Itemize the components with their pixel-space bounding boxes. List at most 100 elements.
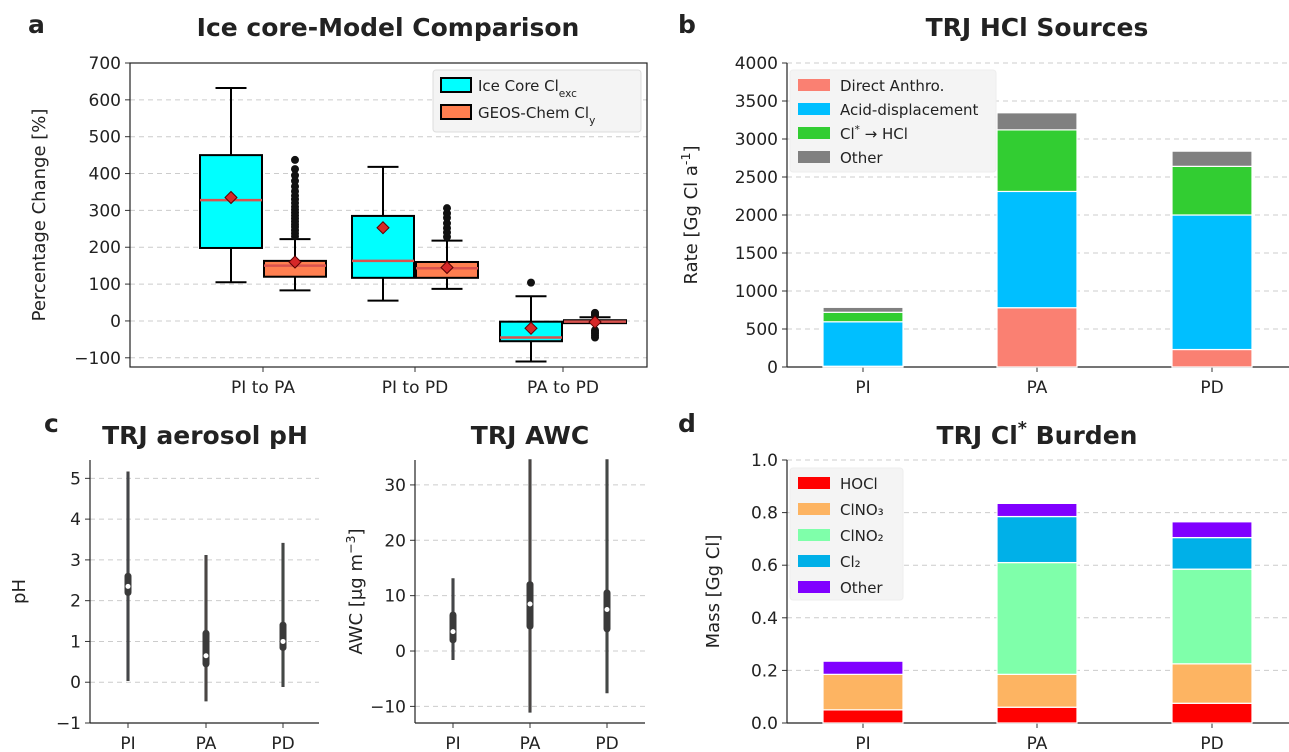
legend-label: Direct Anthro. [840, 77, 944, 95]
panel-b-ytick-label: 0 [767, 358, 778, 378]
panel-a-box-chart: −100 0 100 200 300 400 500 600 700 PI to PA PI to … [29, 13, 648, 398]
outlier-point [291, 182, 299, 191]
legend-label: Cl₂ [840, 553, 861, 571]
panel-d-ytick-label: 1.0 [751, 451, 778, 471]
bar-segment [996, 307, 1078, 368]
mean-marker [288, 255, 302, 269]
panel-c-ph-ytick-label: 2 [70, 592, 81, 612]
panel-d-xtick-label: PI [855, 734, 870, 752]
panel-d-xtick-label: PA [1027, 734, 1048, 752]
panel-c-ph-ytick-label: 5 [70, 469, 81, 489]
panel-c-ph-ytick-label: 0 [70, 673, 81, 693]
panel-b-ytick-label: 3500 [735, 92, 778, 112]
outlier-point [291, 155, 299, 164]
panel-b-title: TRJ HCl Sources [926, 13, 1149, 42]
violin-body [605, 459, 609, 694]
outlier-point [291, 165, 299, 174]
panel-a-frame [129, 62, 648, 368]
panel-b-ytick-label: 1000 [735, 282, 778, 302]
legend-swatch [798, 79, 830, 91]
panel-b-ytick-label: 3000 [735, 130, 778, 150]
legend-swatch [798, 103, 830, 115]
violin-body [204, 555, 208, 702]
legend-swatch [798, 581, 830, 593]
panel-label-b: b [678, 10, 696, 39]
bar-segment [996, 129, 1078, 193]
panel-c-ph-xtick-label: PD [271, 734, 294, 752]
bar-segment [996, 673, 1078, 708]
legend-label: Other [840, 579, 883, 597]
legend-label: ClNO₃ [840, 501, 884, 519]
panel-c-ph-xtick-label: PA [196, 734, 217, 752]
panel-b-xtick-label: PA [1027, 378, 1048, 398]
panel-a-ytick-label: −100 [74, 349, 121, 369]
panel-b-ytick-label: 2500 [735, 168, 778, 188]
panel-c-awc-xtick-label: PD [595, 734, 618, 752]
panel-a-ytick-label: 400 [89, 165, 121, 185]
panel-b-ylabel: Rate [Gg Cl a-1] [678, 145, 703, 284]
panel-d-ytick-label: 0.8 [751, 504, 778, 524]
bar-segment [1171, 702, 1253, 724]
legend-label: Ice Core Clexc [478, 77, 577, 100]
violin-body [281, 542, 285, 688]
legend-label: GEOS-Chem Cly [478, 104, 595, 127]
legend-label: HOCl [840, 475, 878, 493]
mean-marker [440, 260, 454, 275]
legend-swatch [798, 555, 830, 567]
bar-segment [996, 112, 1078, 131]
bar-segment [822, 311, 904, 323]
panel-c-awc-violin-chart: −10 0 10 20 30 PI PA PD TRJ AWC AWC [μg m−3] [343, 421, 645, 752]
panel-a-title: Ice core-Model Comparison [197, 13, 580, 42]
panel-b-ytick-label: 1500 [735, 244, 778, 264]
bar-segment [822, 306, 904, 313]
panel-c-awc-ytick-label: 0 [395, 642, 406, 662]
panel-a-xtick-label: PI to PA [231, 378, 295, 398]
outlier-point [443, 204, 451, 213]
panel-c-awc-ytick-label: 30 [384, 476, 406, 496]
legend-label: ClNO₂ [840, 527, 884, 545]
panel-label-d: d [678, 409, 696, 438]
panel-a-xtick-label: PI to PD [382, 378, 448, 398]
legend-swatch [798, 477, 830, 489]
violin-median-dot [280, 638, 286, 644]
legend-swatch [440, 77, 472, 93]
bar-segment [996, 190, 1078, 309]
panel-d-ylabel: Mass [Gg Cl] [703, 535, 724, 649]
violin-median-dot [527, 601, 533, 607]
bar-segment [1171, 521, 1253, 539]
panel-c-ph-ytick-label: 3 [70, 551, 81, 571]
panel-b-ytick-label: 4000 [735, 54, 778, 74]
legend-label: Acid-displacement [840, 101, 979, 119]
bar-segment [1171, 214, 1253, 351]
mean-marker [588, 315, 602, 329]
outlier-point [591, 326, 599, 335]
bar-segment [1171, 536, 1253, 570]
panel-b-ytick-label: 500 [746, 320, 778, 340]
legend-swatch [798, 529, 830, 541]
bar-segment [822, 673, 904, 711]
panel-a-ytick-label: 200 [89, 238, 121, 258]
panel-a-ytick-label: 0 [110, 312, 121, 332]
bar-segment [822, 321, 904, 367]
panel-c-awc-xtick-label: PI [445, 734, 460, 752]
violin-median-dot [450, 629, 456, 635]
bar-segment [1171, 348, 1253, 368]
violin-median-dot [604, 606, 610, 612]
legend-label: Cl* → HCl [840, 124, 908, 143]
panel-b-xtick-label: PI [855, 378, 870, 398]
bar-segment [996, 706, 1078, 724]
panel-a-ylabel: Percentage Change [%] [29, 109, 50, 322]
bar-segment [996, 561, 1078, 675]
violin-median-dot [203, 653, 209, 659]
panel-c-ph-xtick-label: PI [120, 734, 135, 752]
bar-segment [1171, 568, 1253, 665]
bar-segment [822, 709, 904, 724]
outlier-point [291, 171, 299, 180]
outlier-point [527, 278, 535, 287]
panel-c-ph-title: TRJ aerosol pH [102, 421, 308, 450]
bar-segment [1171, 663, 1253, 704]
panel-c-awc-xtick-label: PA [520, 734, 541, 752]
panel-label-c: c [44, 409, 59, 438]
panel-c-awc-ytick-label: 10 [384, 587, 406, 607]
panel-c-ph-ylabel: pH [9, 579, 30, 604]
